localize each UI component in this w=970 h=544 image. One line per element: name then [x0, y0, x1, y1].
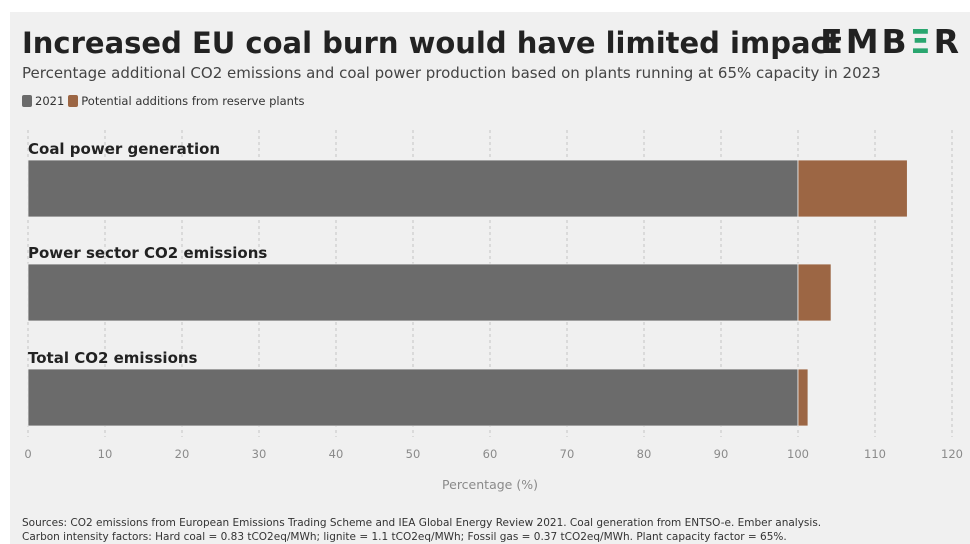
tick-label-120: 120 — [941, 447, 963, 461]
chart-legend: 2021 Potential additions from reserve pl… — [22, 94, 304, 108]
category-label-0: Coal power generation — [28, 140, 220, 158]
legend-item-additions: Potential additions from reserve plants — [68, 94, 304, 108]
tick-label-70: 70 — [560, 447, 575, 461]
tick-label-30: 30 — [252, 447, 267, 461]
legend-swatch-2021 — [22, 95, 32, 107]
x-axis-label: Percentage (%) — [442, 477, 538, 492]
logo-text-right: R — [933, 22, 962, 61]
tick-label-100: 100 — [787, 447, 809, 461]
ember-logo: EMBΞR — [820, 22, 962, 61]
bar-1-0 — [27, 263, 799, 322]
tick-label-10: 10 — [98, 447, 113, 461]
chart-card: Increased EU coal burn would have limite… — [10, 12, 970, 544]
legend-swatch-additions — [68, 95, 79, 107]
chart-subtitle: Percentage additional CO2 emissions and … — [22, 64, 881, 82]
bar-1-1 — [797, 263, 832, 322]
tick-label-0: 0 — [24, 447, 31, 461]
bar-2-0 — [27, 368, 799, 427]
tick-label-20: 20 — [175, 447, 190, 461]
tick-label-90: 90 — [714, 447, 729, 461]
sources-line-1: Sources: CO2 emissions from European Emi… — [22, 517, 822, 529]
logo-accent: Ξ — [909, 22, 934, 61]
logo-text-left: EMB — [820, 22, 910, 61]
bar-0-0 — [27, 159, 799, 218]
legend-item-2021: 2021 — [22, 94, 64, 108]
tick-label-80: 80 — [637, 447, 652, 461]
tick-label-60: 60 — [483, 447, 498, 461]
chart-title: Increased EU coal burn would have limite… — [22, 26, 842, 60]
sources-line-2: Carbon intensity factors: Hard coal = 0.… — [22, 531, 787, 543]
bar-2-1 — [797, 368, 809, 427]
category-label-2: Total CO2 emissions — [28, 349, 198, 367]
tick-label-40: 40 — [329, 447, 344, 461]
legend-label-2021: 2021 — [35, 94, 65, 108]
category-label-1: Power sector CO2 emissions — [28, 244, 267, 262]
bar-0-1 — [797, 159, 908, 218]
tick-label-50: 50 — [406, 447, 421, 461]
bar-chart: Coal power generation Power sector CO2 em… — [24, 130, 963, 492]
sources-note: Sources: CO2 emissions from European Emi… — [22, 516, 821, 544]
legend-label-additions: Potential additions from reserve plants — [81, 94, 305, 108]
tick-label-110: 110 — [864, 447, 886, 461]
